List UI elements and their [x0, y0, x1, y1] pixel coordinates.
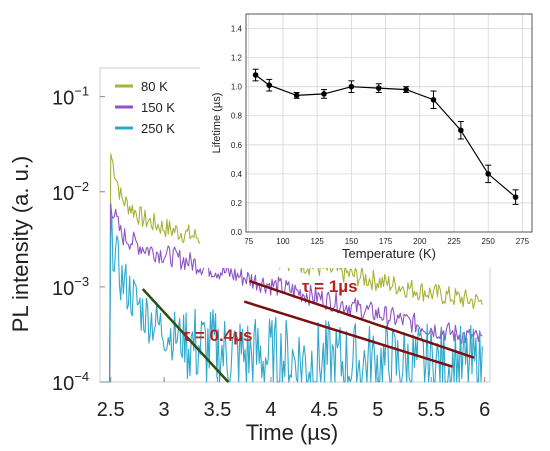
main-y-axis-label: PL intensity (a. u.) — [8, 156, 33, 332]
legend-label: 80 K — [141, 79, 168, 94]
main-y-tick-label: 10−4 — [52, 369, 89, 395]
legend-label: 250 K — [141, 121, 175, 136]
tau-annotation-1: τ = 0.4µs — [183, 326, 253, 345]
lifetime-point — [266, 82, 273, 89]
inset-y-ticks: 0.0 0.2 0.4 0.6 0.8 1.0 1.2 1.4 — [231, 25, 243, 237]
inset-x-tick-label: 100 — [276, 237, 290, 246]
inset-y-tick-label: 1.0 — [231, 83, 243, 92]
main-x-tick-label: 5 — [372, 399, 383, 421]
lifetime-point — [293, 92, 300, 99]
inset-x-axis-label: Temperature (K) — [342, 246, 436, 261]
fit-line-2 — [243, 300, 453, 368]
fit-line-0 — [141, 288, 230, 383]
inset-x-ticks: 75 100 125 150 175 200 225 250 275 — [244, 237, 529, 246]
inset-y-tick-label: 0.2 — [231, 199, 243, 208]
lifetime-point — [321, 91, 327, 97]
inset-series-group — [252, 68, 519, 205]
inset-y-tick-label: 1.2 — [231, 54, 243, 63]
series-line-150k — [104, 203, 483, 383]
inset-x-tick-label: 75 — [244, 237, 253, 246]
inset-y-tick-label: 0.6 — [231, 141, 243, 150]
lifetime-point — [485, 171, 492, 177]
main-y-ticks: 10−1 10−2 10−3 10−4 — [52, 84, 105, 395]
main-x-tick-label: 2.5 — [97, 399, 125, 421]
lifetime-point — [375, 85, 382, 91]
lifetime-point — [403, 86, 409, 93]
main-fit-lines — [141, 279, 475, 383]
main-x-tick-label: 3 — [159, 399, 170, 421]
main-x-tick-label: 5.5 — [417, 399, 445, 421]
main-y-tick-label: 10−3 — [52, 274, 89, 300]
inset-background — [200, 6, 538, 268]
main-y-tick-label: 10−2 — [52, 179, 89, 205]
lifetime-point — [512, 194, 519, 200]
tau-annotation-0: τ = 1µs — [302, 277, 358, 296]
inset-plot-frame — [245, 13, 533, 233]
inset-y-tick-label: 0.4 — [231, 170, 243, 179]
inset-x-tick-label: 275 — [516, 237, 530, 246]
inset-x-tick-label: 225 — [447, 237, 461, 246]
inset-x-tick-label: 150 — [345, 237, 359, 246]
inset-y-axis-label: Lifetime (µs) — [211, 93, 223, 154]
main-y-tick-label: 10−1 — [52, 84, 89, 110]
main-annotations: τ = 1µs τ = 0.4µs — [183, 277, 358, 345]
main-x-tick-label: 6 — [479, 399, 490, 421]
lifetime-inset-chart: 0.0 0.2 0.4 0.6 0.8 1.0 1.2 1.4 75 100 125 150 175 2… — [200, 6, 538, 268]
lifetime-point — [348, 83, 355, 90]
inset-x-tick-label: 200 — [413, 237, 427, 246]
lifetime-point — [430, 96, 437, 103]
legend-label: 150 K — [141, 100, 175, 115]
fit-line-1 — [249, 279, 475, 359]
inset-y-tick-label: 0.8 — [231, 112, 243, 121]
lifetime-point — [458, 127, 464, 134]
inset-x-tick-label: 175 — [379, 237, 393, 246]
main-x-tick-label: 4.5 — [310, 399, 338, 421]
inset-y-tick-label: 0.0 — [231, 228, 243, 237]
series-line-250k — [104, 213, 483, 383]
main-x-tick-label: 4 — [265, 399, 276, 421]
main-x-tick-label: 3.5 — [204, 399, 232, 421]
main-legend: 80 K 150 K 250 K — [115, 79, 175, 136]
inset-x-tick-label: 125 — [310, 237, 324, 246]
inset-y-tick-label: 1.4 — [231, 25, 243, 34]
lifetime-point — [252, 72, 259, 78]
inset-x-tick-label: 250 — [482, 237, 496, 246]
main-x-axis-label: Time (µs) — [246, 420, 339, 445]
main-x-ticks: 2.5 3 3.5 4 4.5 5 5.5 6 — [97, 377, 490, 421]
